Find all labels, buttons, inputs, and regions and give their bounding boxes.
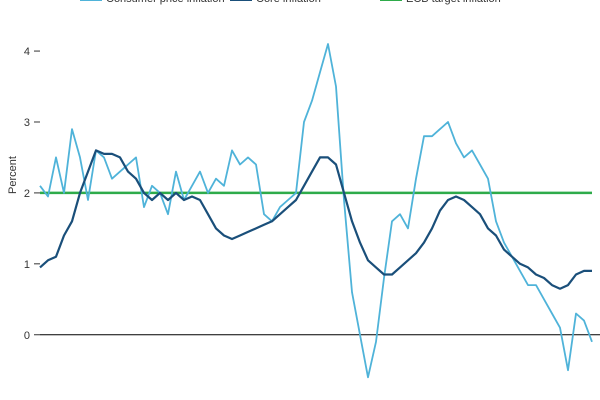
y-tick-label: 2 — [24, 188, 30, 200]
legend-label: Consumer price inflation — [106, 0, 225, 5]
line-series — [39, 43, 593, 379]
y-tick-label: 0 — [24, 330, 30, 342]
y-tick-label: 4 — [24, 46, 30, 58]
legend-label: ECB target inflation — [406, 0, 501, 5]
y-axis-label: Percent — [7, 156, 19, 194]
y-tick-label: 3 — [24, 117, 30, 129]
y-tick-label: 1 — [24, 259, 30, 271]
legend-label: Core inflation — [256, 0, 321, 5]
line-series — [39, 149, 592, 290]
